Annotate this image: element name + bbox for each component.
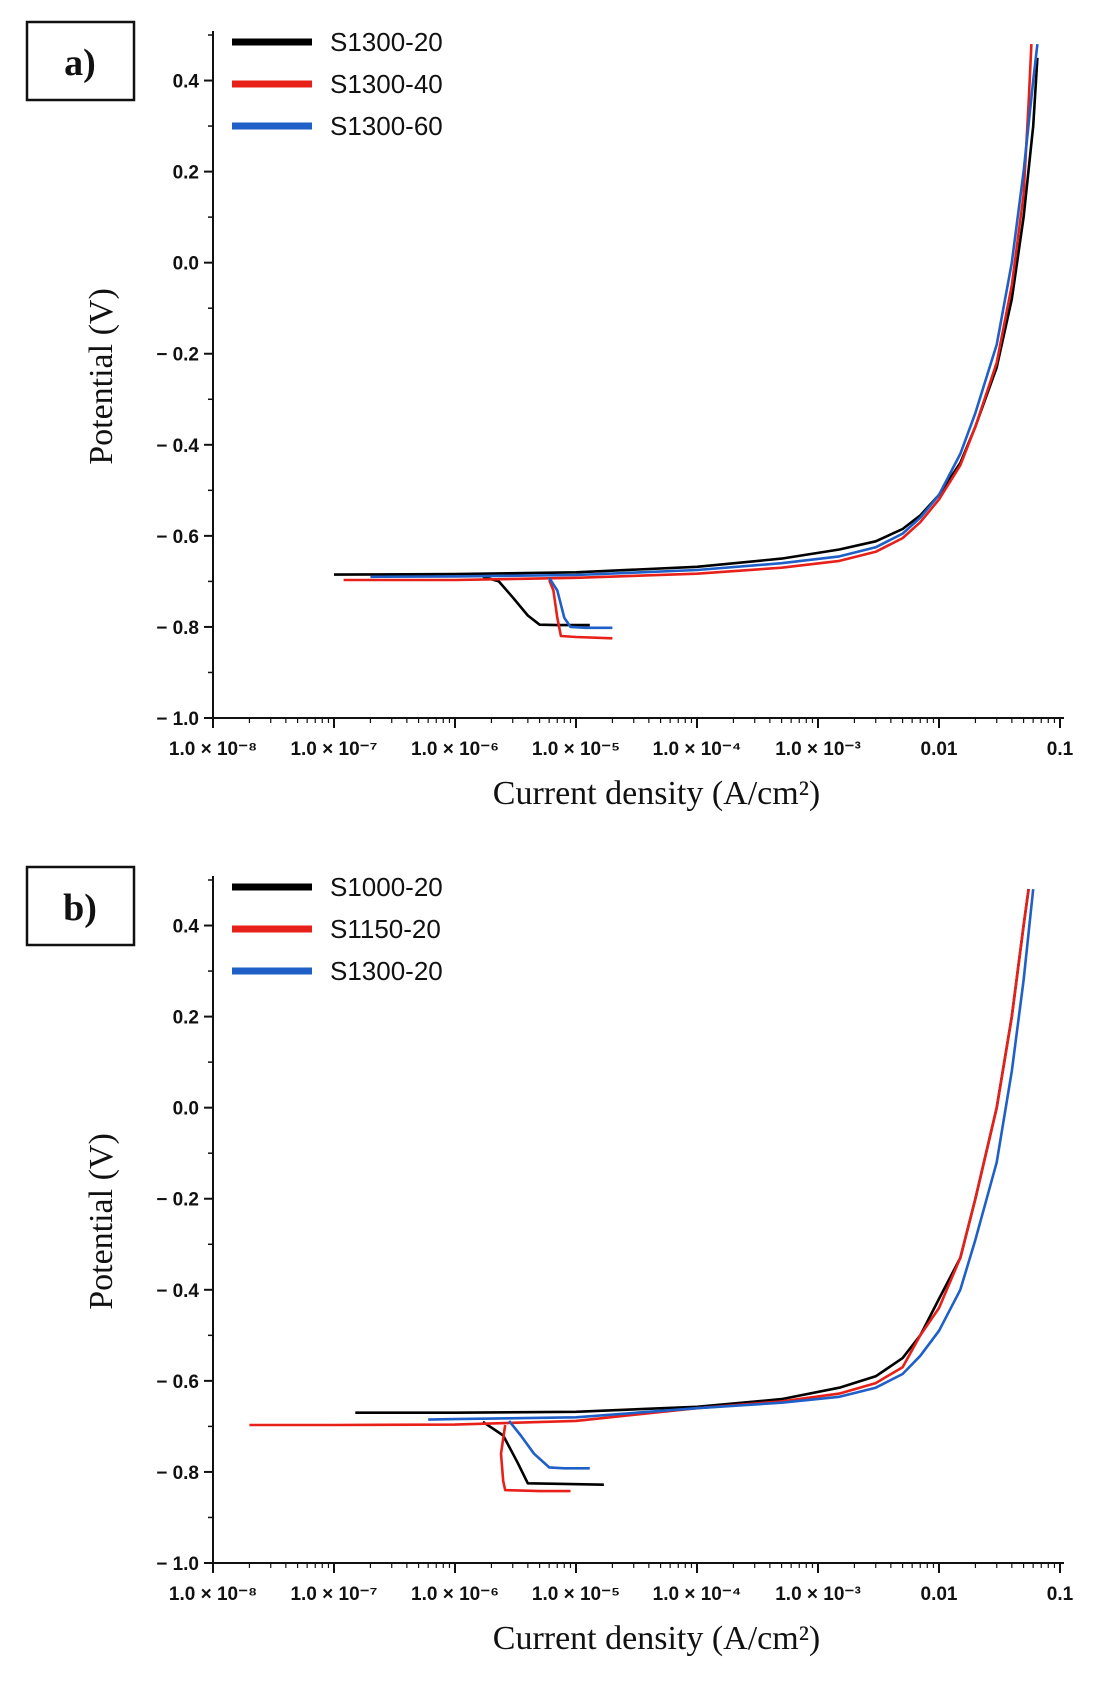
- x-tick-label: 1.0 × 10⁻⁸: [169, 739, 257, 760]
- y-tick-label: 0.2: [173, 1008, 199, 1029]
- series-line-0: [355, 888, 1030, 1414]
- x-tick-label: 0.01: [921, 739, 958, 760]
- panel-label-box: [25, 865, 136, 947]
- series-line-2: [249, 888, 1030, 1427]
- y-tick-label: − 0.8: [156, 618, 199, 639]
- panel-label: a): [64, 42, 96, 84]
- x-tick-label: 0.1: [1047, 739, 1074, 760]
- legend-label: S1000-20: [330, 872, 443, 902]
- x-tick-label: 1.0 × 10⁻⁶: [411, 1584, 499, 1605]
- x-tick-label: 0.01: [921, 1584, 958, 1605]
- chart-svg: − 1.0 − 0.8 − 0.6 − 0.4 − 0.2 0.0 0.2 0.4 1.0 × …: [25, 20, 1074, 812]
- series-line-4: [370, 43, 1039, 579]
- legend-label: S1300-20: [330, 956, 443, 986]
- legend-label: S1300-60: [330, 111, 443, 141]
- series-line-1: [482, 1420, 604, 1486]
- y-tick-label: 0.0: [173, 1099, 199, 1120]
- x-tick-label: 0.1: [1047, 1584, 1074, 1605]
- y-tick-label: 0.0: [173, 254, 199, 275]
- series-line-0: [333, 57, 1039, 576]
- series-line-3: [547, 579, 613, 640]
- series-line-1: [482, 575, 590, 627]
- series-line-5: [548, 577, 613, 630]
- y-axis-title: Potential (V): [83, 288, 120, 465]
- legend-label: S1300-20: [330, 27, 443, 57]
- y-axis-title: Potential (V): [83, 1133, 120, 1310]
- x-axis-title: Current density (A/cm²): [493, 1620, 820, 1657]
- y-tick-label: − 0.4: [156, 1281, 199, 1302]
- y-tick-label: − 0.6: [156, 1372, 199, 1393]
- x-tick-label: 1.0 × 10⁻⁴: [653, 739, 742, 760]
- panel-label-box: [25, 20, 136, 102]
- x-tick-label: 1.0 × 10⁻⁸: [169, 1584, 257, 1605]
- y-tick-label: 0.4: [173, 917, 200, 938]
- y-tick-label: − 1.0: [156, 709, 199, 730]
- y-tick-label: − 0.2: [156, 1190, 199, 1211]
- y-tick-label: 0.4: [173, 72, 200, 93]
- series-line-5: [508, 1420, 590, 1470]
- x-tick-label: 1.0 × 10⁻⁴: [653, 1584, 742, 1605]
- legend-label: S1150-20: [330, 914, 441, 944]
- y-tick-label: − 0.6: [156, 527, 199, 548]
- x-tick-label: 1.0 × 10⁻⁵: [532, 739, 620, 760]
- chart-panel-b: − 1.0 − 0.8 − 0.6 − 0.4 − 0.2 0.0 0.2 0.4 1.0 × …: [0, 845, 1101, 1685]
- chart-panel-a: − 1.0 − 0.8 − 0.6 − 0.4 − 0.2 0.0 0.2 0.4 1.0 × …: [0, 0, 1101, 840]
- legend-label: S1300-40: [330, 69, 443, 99]
- series-line-2: [343, 44, 1033, 582]
- y-tick-label: 0.2: [173, 163, 199, 184]
- chart-svg: − 1.0 − 0.8 − 0.6 − 0.4 − 0.2 0.0 0.2 0.4 1.0 × …: [25, 865, 1074, 1657]
- series-line-3: [499, 1424, 571, 1493]
- x-tick-label: 1.0 × 10⁻⁵: [532, 1584, 620, 1605]
- y-tick-label: − 0.4: [156, 436, 199, 457]
- x-tick-label: 1.0 × 10⁻³: [775, 1584, 861, 1605]
- x-tick-label: 1.0 × 10⁻⁷: [290, 739, 377, 760]
- y-tick-label: − 0.8: [156, 1463, 199, 1484]
- x-tick-label: 1.0 × 10⁻⁶: [411, 739, 499, 760]
- x-axis-title: Current density (A/cm²): [493, 775, 820, 812]
- x-tick-label: 1.0 × 10⁻³: [775, 739, 861, 760]
- panel-label: b): [63, 887, 97, 929]
- y-tick-label: − 1.0: [156, 1554, 199, 1575]
- y-tick-label: − 0.2: [156, 345, 199, 366]
- series-line-4: [428, 888, 1035, 1421]
- x-tick-label: 1.0 × 10⁻⁷: [290, 1584, 377, 1605]
